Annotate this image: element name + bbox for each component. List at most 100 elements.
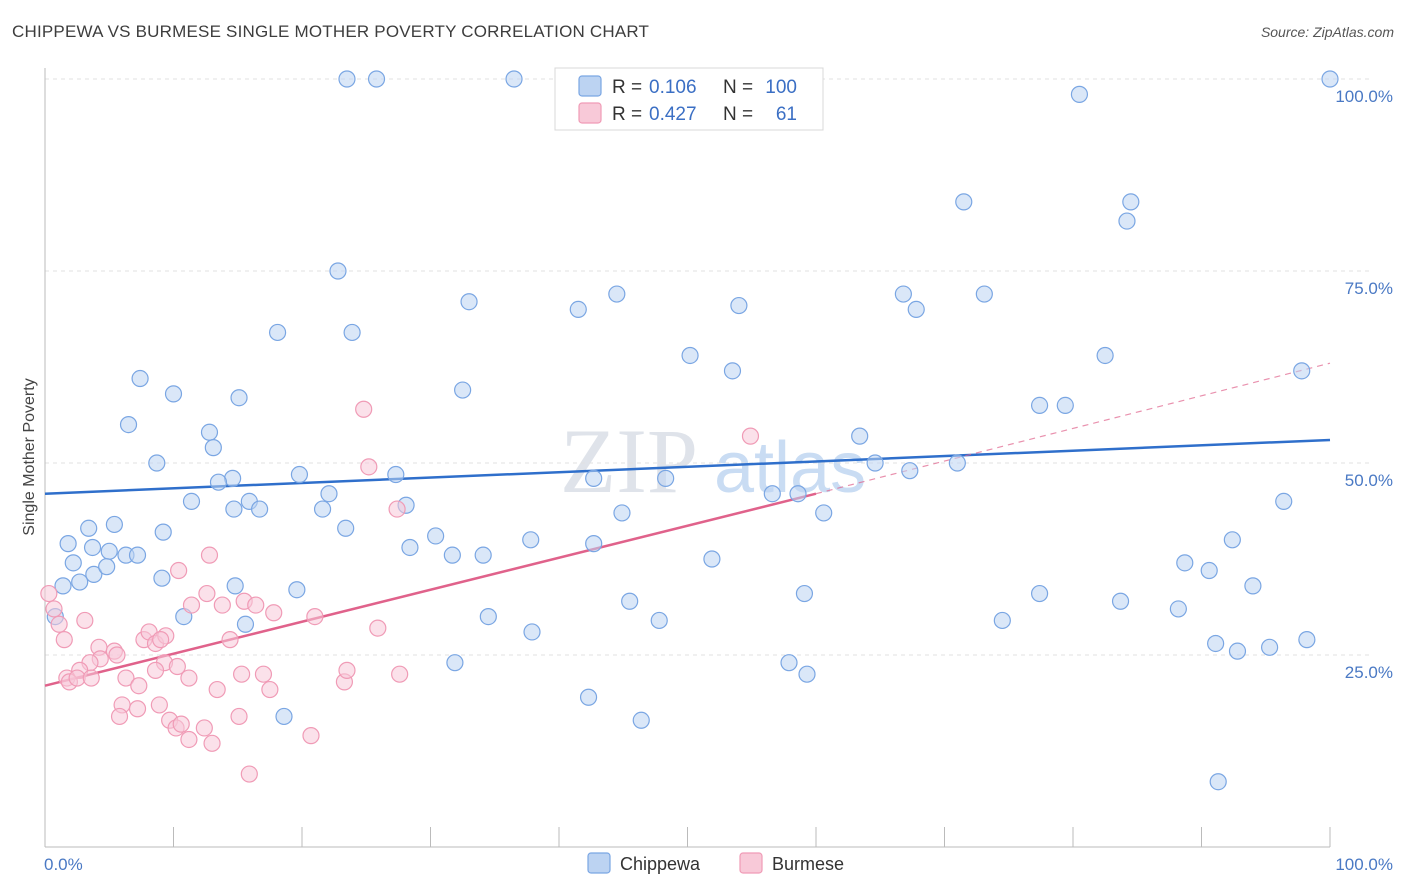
- point-chippewa: [523, 623, 541, 641]
- point-burmese: [110, 707, 129, 726]
- point-chippewa: [427, 527, 445, 545]
- point-burmese: [355, 400, 373, 418]
- point-chippewa: [343, 323, 361, 342]
- point-burmese: [261, 680, 279, 699]
- point-chippewa: [460, 293, 478, 311]
- point-burmese: [200, 546, 219, 564]
- point-burmese: [741, 427, 760, 445]
- point-chippewa: [795, 584, 814, 603]
- y-tick-label: 100.0%: [1335, 87, 1393, 106]
- point-chippewa: [1228, 642, 1247, 660]
- point-chippewa: [290, 465, 309, 484]
- point-chippewa: [387, 465, 405, 484]
- series-legend-swatch-burmese: [739, 852, 763, 874]
- point-chippewa: [164, 385, 183, 403]
- point-chippewa: [1111, 592, 1130, 610]
- point-chippewa: [1122, 193, 1140, 211]
- stats-legend: R = 0.106 N = 100 R = 0.427 N = 61: [554, 67, 824, 131]
- legend-n-label-burmese: N =: [723, 104, 753, 125]
- point-burmese: [213, 596, 231, 614]
- point-burmese: [203, 734, 221, 752]
- point-chippewa: [230, 389, 248, 407]
- point-chippewa: [250, 500, 269, 518]
- point-chippewa: [1200, 561, 1218, 580]
- data-points: [40, 70, 1339, 791]
- point-chippewa: [182, 492, 201, 510]
- point-burmese: [391, 665, 409, 683]
- grid-lines: [45, 78, 1370, 656]
- point-chippewa: [798, 665, 816, 683]
- point-chippewa: [1275, 492, 1293, 510]
- point-burmese: [198, 584, 216, 603]
- axes: [44, 68, 1331, 848]
- point-chippewa: [815, 504, 833, 522]
- point-chippewa: [522, 531, 540, 549]
- point-chippewa: [474, 546, 492, 564]
- point-burmese: [230, 707, 248, 726]
- point-chippewa: [154, 523, 172, 541]
- legend-r-value-burmese: 0.427: [649, 104, 697, 125]
- point-chippewa: [313, 500, 332, 518]
- point-chippewa: [479, 607, 497, 626]
- point-burmese: [306, 607, 324, 626]
- y-tick-label: 50.0%: [1345, 471, 1393, 490]
- point-burmese: [221, 631, 239, 649]
- point-burmese: [172, 715, 190, 733]
- point-chippewa: [226, 577, 244, 595]
- point-chippewa: [338, 70, 356, 88]
- point-chippewa: [585, 535, 603, 553]
- x-tick-label-max: 100.0%: [1335, 855, 1393, 874]
- point-burmese: [128, 700, 147, 718]
- point-chippewa: [128, 546, 147, 564]
- x-tick-label-min: 0.0%: [44, 855, 83, 874]
- point-chippewa: [54, 577, 72, 595]
- point-chippewa: [1096, 346, 1114, 365]
- point-chippewa: [585, 469, 603, 487]
- point-burmese: [117, 669, 135, 687]
- point-chippewa: [632, 711, 650, 729]
- point-chippewa: [1056, 396, 1074, 414]
- point-chippewa: [131, 369, 149, 388]
- trend-line-chippewa: [44, 438, 1331, 495]
- legend-r-value-chippewa: 0.106: [649, 77, 697, 98]
- point-chippewa: [443, 546, 461, 564]
- point-chippewa: [1207, 634, 1225, 653]
- point-chippewa: [780, 654, 798, 672]
- point-chippewa: [866, 454, 884, 472]
- point-burmese: [338, 661, 356, 679]
- point-chippewa: [681, 346, 699, 365]
- point-chippewa: [153, 569, 171, 587]
- point-chippewa: [730, 296, 748, 315]
- point-chippewa: [200, 423, 219, 441]
- point-burmese: [195, 719, 213, 737]
- point-burmese: [168, 657, 186, 676]
- point-chippewa: [894, 285, 912, 303]
- legend-r-label-burmese: R =: [612, 104, 642, 125]
- legend-swatch-burmese: [578, 102, 602, 124]
- y-tick-labels: 25.0% 50.0% 75.0% 100.0%: [1335, 87, 1393, 682]
- point-burmese: [76, 611, 94, 630]
- point-chippewa: [650, 611, 668, 630]
- point-burmese: [108, 646, 126, 664]
- legend-n-label-chippewa: N =: [723, 77, 753, 98]
- point-burmese: [240, 765, 258, 783]
- point-chippewa: [505, 70, 523, 88]
- point-burmese: [233, 665, 251, 683]
- point-burmese: [388, 500, 406, 518]
- point-chippewa: [275, 707, 293, 726]
- point-burmese: [182, 596, 201, 614]
- point-chippewa: [851, 427, 869, 445]
- point-chippewa: [64, 554, 82, 572]
- legend-n-value-burmese: 61: [776, 104, 797, 125]
- point-chippewa: [1030, 396, 1049, 414]
- point-chippewa: [657, 469, 675, 487]
- point-chippewa: [763, 485, 781, 503]
- point-chippewa: [224, 469, 242, 487]
- point-chippewa: [320, 485, 338, 503]
- point-burmese: [55, 631, 73, 649]
- y-tick-label: 25.0%: [1345, 663, 1393, 682]
- point-chippewa: [119, 416, 138, 434]
- point-burmese: [247, 596, 265, 614]
- point-chippewa: [1176, 554, 1194, 572]
- series-legend: Chippewa Burmese: [587, 852, 844, 874]
